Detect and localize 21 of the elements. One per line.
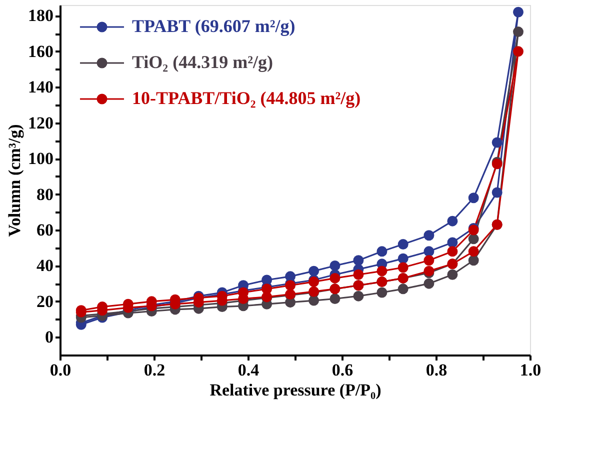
y-tick-label: 0 — [45, 328, 54, 347]
y-tick-label: 160 — [28, 42, 54, 61]
x-tick-label: 0.8 — [426, 360, 448, 380]
x-tick-label: 1.0 — [520, 360, 542, 380]
x-tick-label: 0.2 — [144, 360, 166, 380]
y-tick-label: 100 — [28, 149, 54, 168]
x-axis-title: Relative pressure (P/P₀) — [210, 380, 382, 400]
y-tick-label: 120 — [28, 113, 54, 132]
legend-label: 10-TPABT/TiO₂ (44.805 m²/g) — [132, 88, 361, 108]
x-tick-label: 0.4 — [238, 360, 260, 380]
legend-label: TPABT (69.607 m²/g) — [132, 16, 296, 36]
y-tick-label: 180 — [28, 6, 54, 26]
y-tick-label: 40 — [36, 256, 54, 276]
y-tick-label: 80 — [36, 184, 54, 204]
y-tick-label: 60 — [36, 220, 54, 240]
x-tick-label: 0.6 — [332, 360, 354, 380]
y-tick-label: 20 — [36, 292, 54, 311]
legend-label: TiO₂ (44.319 m²/g) — [132, 52, 273, 72]
y-tick-label: 140 — [28, 78, 54, 97]
y-axis-title: Volumn (cm³/g) — [5, 124, 24, 237]
x-tick-label: 0.0 — [50, 360, 72, 380]
